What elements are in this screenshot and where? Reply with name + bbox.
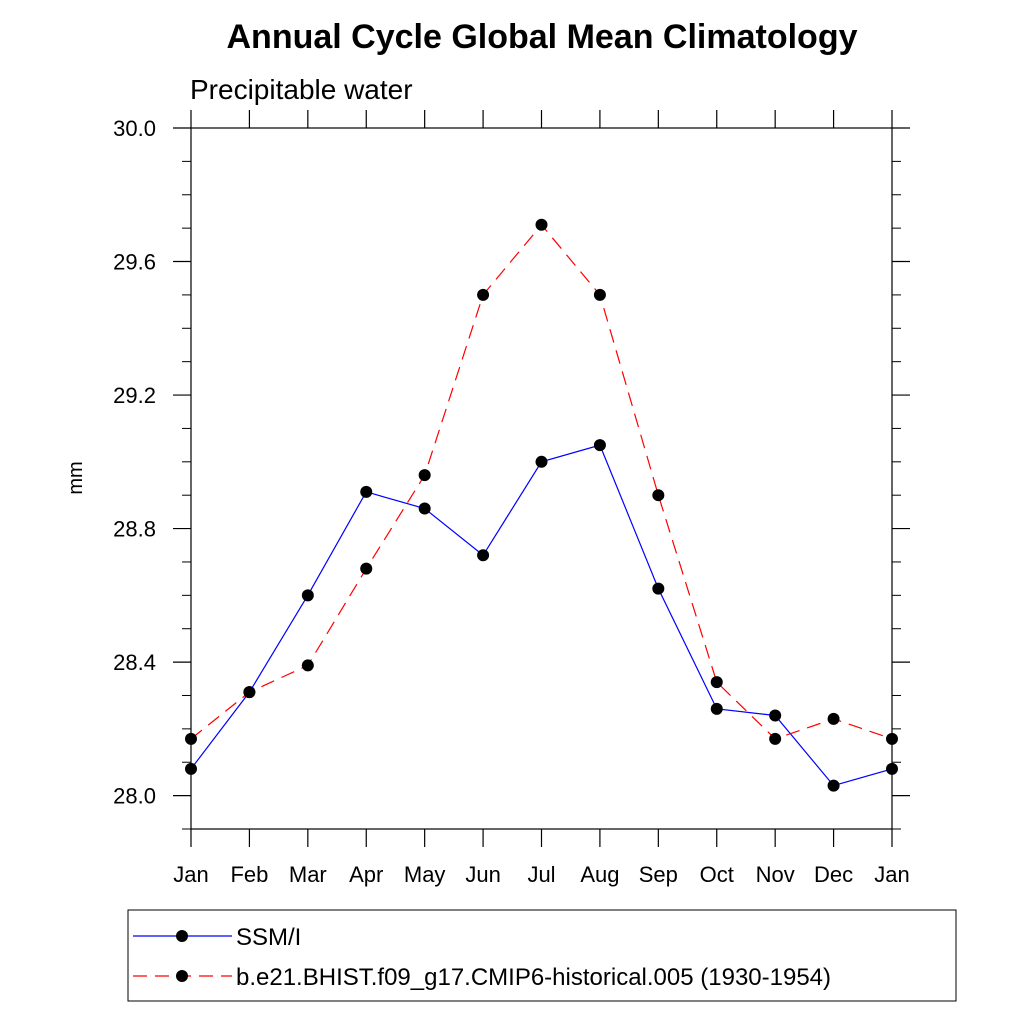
legend-label-1: SSM/I: [236, 924, 301, 951]
chart-title: Annual Cycle Global Mean Climatology: [227, 18, 858, 56]
data-point-series-2: [477, 288, 490, 301]
y-tick-label: 28.4: [113, 650, 156, 675]
series-layer: [185, 218, 898, 792]
data-point-series-2: [243, 686, 256, 699]
data-point-series-2: [710, 676, 723, 689]
y-tick-label: 30.0: [113, 116, 156, 141]
y-tick-labels: 28.0 28.4 28.8 29.2 29.6 30.0: [113, 116, 156, 809]
y-tick-label: 28.0: [113, 784, 156, 809]
x-tick-label: Mar: [289, 862, 327, 887]
legend-label-2: b.e21.BHIST.f09_g17.CMIP6-historical.005…: [236, 964, 831, 991]
x-tick-label: Dec: [814, 862, 853, 887]
x-tick-label: Jun: [465, 862, 500, 887]
data-point-series-2: [769, 732, 782, 745]
chart-subtitle: Precipitable water: [190, 74, 413, 105]
legend: SSM/I b.e21.BHIST.f09_g17.CMIP6-historica…: [127, 909, 957, 1002]
x-tick-label: Aug: [580, 862, 619, 887]
x-tick-label: Sep: [639, 862, 678, 887]
data-point-series-1: [827, 779, 840, 792]
data-point-series-1: [593, 439, 606, 452]
x-tick-label: Jan: [874, 862, 909, 887]
y-tick-label: 28.8: [113, 517, 156, 542]
x-tick-label: Jan: [173, 862, 208, 887]
data-point-series-2: [360, 562, 373, 575]
data-point-series-1: [535, 455, 548, 468]
data-point-series-1: [477, 549, 490, 562]
x-tick-label: Apr: [349, 862, 383, 887]
y-axis-label: mm: [65, 461, 87, 494]
legend-marker-1: [176, 930, 188, 942]
data-point-series-1: [360, 485, 373, 498]
data-point-series-2: [593, 288, 606, 301]
data-point-series-2: [301, 659, 314, 672]
data-point-series-2: [827, 712, 840, 725]
data-point-series-1: [301, 589, 314, 602]
data-point-series-1: [710, 702, 723, 715]
data-point-series-1: [769, 709, 782, 722]
x-tick-label: May: [404, 862, 446, 887]
x-tick-label: Nov: [756, 862, 795, 887]
x-tick-label: Feb: [230, 862, 268, 887]
y-tick-label: 29.2: [113, 383, 156, 408]
axis-ticks: [173, 110, 910, 847]
data-point-series-2: [652, 489, 665, 502]
series-line-2: [190, 223, 893, 740]
y-tick-label: 29.6: [113, 250, 156, 275]
data-point-series-1: [652, 582, 665, 595]
x-tick-label: Jul: [527, 862, 555, 887]
data-point-series-2: [418, 469, 431, 482]
data-point-series-1: [418, 502, 431, 515]
legend-box: [127, 909, 957, 1002]
data-point-series-2: [535, 218, 548, 231]
x-tick-labels: Jan Feb Mar Apr May Jun Jul Aug Sep Oct Nov Dec Jan: [173, 862, 909, 887]
plot-frame: [190, 127, 893, 830]
legend-marker-2: [176, 970, 188, 982]
x-tick-label: Oct: [700, 862, 734, 887]
